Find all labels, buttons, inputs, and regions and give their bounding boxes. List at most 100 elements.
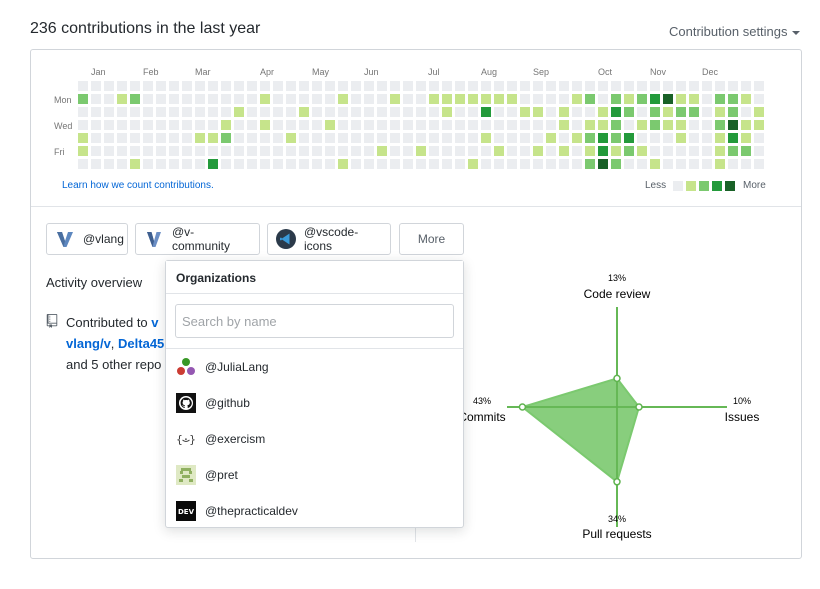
calendar-day[interactable] <box>676 107 686 117</box>
calendar-day[interactable] <box>234 133 244 143</box>
calendar-day[interactable] <box>221 159 231 169</box>
calendar-day[interactable] <box>104 107 114 117</box>
calendar-day[interactable] <box>598 146 608 156</box>
calendar-day[interactable] <box>377 159 387 169</box>
calendar-day[interactable] <box>663 146 673 156</box>
calendar-day[interactable] <box>273 107 283 117</box>
calendar-day[interactable] <box>416 159 426 169</box>
calendar-day[interactable] <box>650 133 660 143</box>
calendar-day[interactable] <box>455 107 465 117</box>
calendar-day[interactable] <box>364 120 374 130</box>
calendar-day[interactable] <box>741 133 751 143</box>
calendar-day[interactable] <box>403 159 413 169</box>
calendar-day[interactable] <box>416 146 426 156</box>
calendar-day[interactable] <box>754 94 764 104</box>
calendar-day[interactable] <box>286 120 296 130</box>
calendar-day[interactable] <box>585 107 595 117</box>
calendar-day[interactable] <box>611 94 621 104</box>
org-item-julialang[interactable]: @JuliaLang <box>166 349 463 385</box>
calendar-day[interactable] <box>728 94 738 104</box>
calendar-day[interactable] <box>598 94 608 104</box>
calendar-day[interactable] <box>390 94 400 104</box>
calendar-day[interactable] <box>130 94 140 104</box>
calendar-day[interactable] <box>273 146 283 156</box>
calendar-day[interactable] <box>715 107 725 117</box>
calendar-day[interactable] <box>312 107 322 117</box>
calendar-day[interactable] <box>689 94 699 104</box>
calendar-day[interactable] <box>195 94 205 104</box>
calendar-day[interactable] <box>520 120 530 130</box>
calendar-day[interactable] <box>442 159 452 169</box>
calendar-day[interactable] <box>572 94 582 104</box>
calendar-day[interactable] <box>364 159 374 169</box>
calendar-day[interactable] <box>260 81 270 91</box>
calendar-day[interactable] <box>156 94 166 104</box>
calendar-day[interactable] <box>689 133 699 143</box>
calendar-day[interactable] <box>130 146 140 156</box>
calendar-day[interactable] <box>117 107 127 117</box>
calendar-day[interactable] <box>351 107 361 117</box>
calendar-day[interactable] <box>637 81 647 91</box>
calendar-day[interactable] <box>598 107 608 117</box>
calendar-day[interactable] <box>676 94 686 104</box>
calendar-day[interactable] <box>624 94 634 104</box>
org-item-github[interactable]: @github <box>166 385 463 421</box>
calendar-day[interactable] <box>741 81 751 91</box>
calendar-day[interactable] <box>611 159 621 169</box>
calendar-day[interactable] <box>442 81 452 91</box>
calendar-day[interactable] <box>169 133 179 143</box>
calendar-day[interactable] <box>260 146 270 156</box>
calendar-day[interactable] <box>299 81 309 91</box>
calendar-day[interactable] <box>247 133 257 143</box>
calendar-day[interactable] <box>130 81 140 91</box>
calendar-day[interactable] <box>286 94 296 104</box>
calendar-day[interactable] <box>455 120 465 130</box>
calendar-day[interactable] <box>507 133 517 143</box>
calendar-day[interactable] <box>156 133 166 143</box>
calendar-day[interactable] <box>364 146 374 156</box>
calendar-day[interactable] <box>585 120 595 130</box>
calendar-day[interactable] <box>351 81 361 91</box>
calendar-day[interactable] <box>429 146 439 156</box>
calendar-day[interactable] <box>299 107 309 117</box>
calendar-day[interactable] <box>481 120 491 130</box>
calendar-day[interactable] <box>195 146 205 156</box>
calendar-day[interactable] <box>104 146 114 156</box>
calendar-day[interactable] <box>650 120 660 130</box>
calendar-day[interactable] <box>572 107 582 117</box>
calendar-day[interactable] <box>741 94 751 104</box>
calendar-day[interactable] <box>338 146 348 156</box>
calendar-day[interactable] <box>260 133 270 143</box>
calendar-day[interactable] <box>559 120 569 130</box>
calendar-day[interactable] <box>234 120 244 130</box>
calendar-day[interactable] <box>390 133 400 143</box>
calendar-day[interactable] <box>104 120 114 130</box>
calendar-day[interactable] <box>676 146 686 156</box>
calendar-day[interactable] <box>689 107 699 117</box>
calendar-day[interactable] <box>338 94 348 104</box>
calendar-day[interactable] <box>572 81 582 91</box>
calendar-day[interactable] <box>572 146 582 156</box>
calendar-day[interactable] <box>429 133 439 143</box>
calendar-day[interactable] <box>442 120 452 130</box>
calendar-day[interactable] <box>442 133 452 143</box>
calendar-day[interactable] <box>91 81 101 91</box>
calendar-day[interactable] <box>403 107 413 117</box>
contribution-settings-dropdown[interactable]: Contribution settings <box>669 24 800 39</box>
calendar-day[interactable] <box>650 159 660 169</box>
calendar-day[interactable] <box>468 159 478 169</box>
calendar-day[interactable] <box>715 94 725 104</box>
calendar-day[interactable] <box>312 133 322 143</box>
calendar-day[interactable] <box>494 146 504 156</box>
calendar-day[interactable] <box>182 159 192 169</box>
calendar-day[interactable] <box>104 81 114 91</box>
org-filter-vlang[interactable]: @vlang <box>46 223 128 255</box>
calendar-day[interactable] <box>325 159 335 169</box>
calendar-day[interactable] <box>143 81 153 91</box>
calendar-day[interactable] <box>494 107 504 117</box>
calendar-day[interactable] <box>156 81 166 91</box>
calendar-day[interactable] <box>546 81 556 91</box>
calendar-day[interactable] <box>208 81 218 91</box>
calendar-day[interactable] <box>611 107 621 117</box>
calendar-day[interactable] <box>247 159 257 169</box>
